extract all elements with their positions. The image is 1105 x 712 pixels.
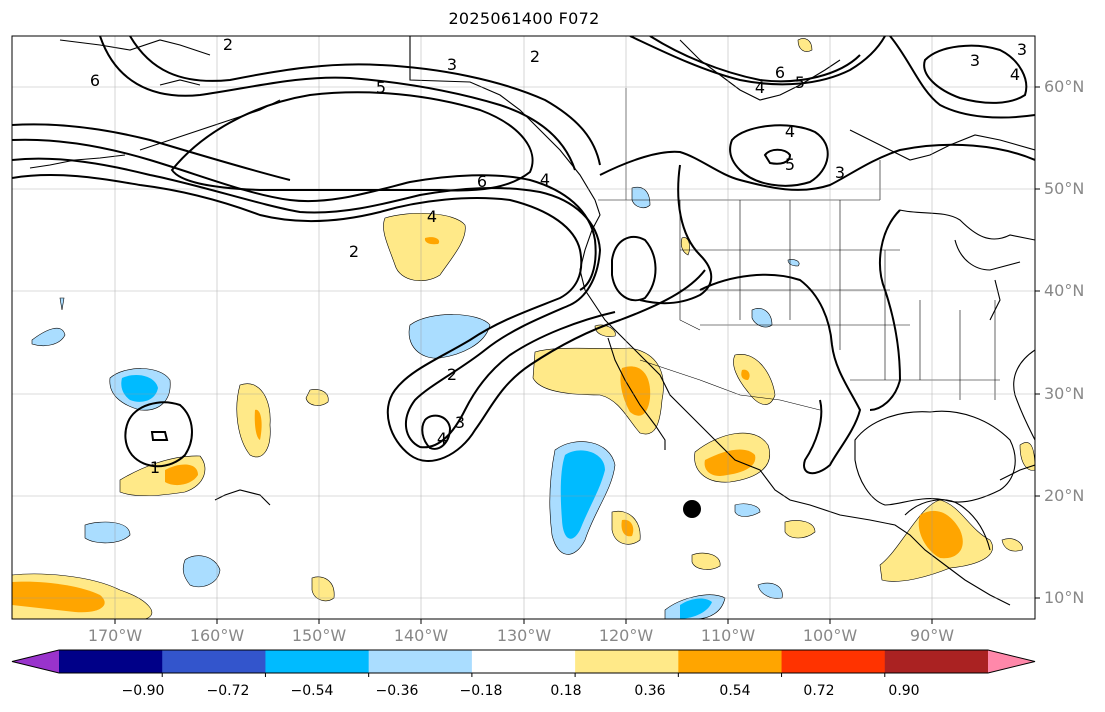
colorbar-segment [884, 650, 989, 673]
storm-center-marker [683, 500, 701, 518]
colorbar-segment [575, 650, 679, 673]
lon-label: 140°W [393, 626, 449, 645]
contour-label: 4 [437, 429, 447, 448]
colorbar-segment [781, 650, 886, 673]
contour-label: 6 [477, 172, 487, 191]
contour-labels: 6 3 2 5 6 4 5 4 5 3 3 4 2 4 6 2 2 4 3 1 … [90, 35, 1027, 477]
lon-label: 130°W [496, 626, 552, 645]
colorbar-tick-label: −0.90 [121, 683, 165, 699]
lon-label: 90°W [909, 626, 955, 645]
contour-label: 4 [540, 170, 550, 189]
contour-label: 5 [785, 155, 795, 174]
positive-anomaly-light [12, 38, 1035, 619]
contour-label: 4 [1010, 65, 1020, 84]
colorbar-extend-high [988, 650, 1035, 673]
lon-label: 160°W [189, 626, 245, 645]
colorbar-tick-label: −0.72 [206, 683, 250, 699]
lat-label: 40°N [1044, 281, 1085, 300]
contour-label: 2 [223, 35, 233, 54]
map-frame [11, 35, 1036, 620]
colorbar-tick-label: 0.18 [550, 683, 582, 699]
colorbar-segment [162, 650, 266, 673]
map-title: 2025061400 F072 [448, 9, 600, 28]
contour-label: 3 [447, 55, 457, 74]
negative-anomaly-medium [121, 375, 712, 619]
contour-label: 6 [775, 63, 785, 82]
colorbar-tick-label: 0.54 [719, 683, 751, 699]
colorbar-segment [471, 650, 576, 673]
contour-label: 6 [90, 71, 100, 90]
lon-label: 100°W [802, 626, 858, 645]
lon-label: 150°W [291, 626, 347, 645]
lon-label: 120°W [598, 626, 654, 645]
positive-anomaly-medium [12, 237, 963, 613]
map-content [12, 36, 1035, 619]
lat-label: 60°N [1044, 77, 1085, 96]
colorbar-segment [368, 650, 473, 673]
lat-label: 10°N [1044, 588, 1085, 607]
colorbar-tick-label: −0.54 [290, 683, 334, 699]
contour-label: 3 [1017, 40, 1027, 59]
contour-label: 3 [455, 413, 465, 432]
colorbar [11, 649, 1036, 677]
lat-label: 20°N [1044, 486, 1085, 505]
colorbar-segment [265, 650, 370, 673]
political-borders [598, 88, 1000, 411]
lat-label: 50°N [1044, 179, 1085, 198]
colorbar-segment [59, 650, 163, 673]
contour-label: 3 [835, 163, 845, 182]
colorbar-outline [11, 649, 1036, 674]
contour-label: 1 [150, 458, 160, 477]
contour-label: 4 [785, 122, 795, 141]
contour-label: 2 [447, 365, 457, 384]
colorbar-extend-low [12, 650, 59, 673]
contour-label: 4 [427, 207, 437, 226]
contour-label: 5 [795, 73, 805, 92]
contour-label: 5 [376, 78, 386, 97]
lon-label: 110°W [700, 626, 756, 645]
colorbar-tick-label: −0.18 [459, 683, 503, 699]
contour-label: 4 [755, 78, 765, 97]
contour-label: 2 [530, 47, 540, 66]
pressure-contours [12, 36, 1035, 475]
grid-lines [12, 36, 1035, 619]
coastlines [29, 36, 1035, 606]
colorbar-tick-label: −0.36 [375, 683, 419, 699]
lon-label: 170°W [87, 626, 143, 645]
lat-label: 30°N [1044, 384, 1085, 403]
axis-ticks [114, 86, 1040, 624]
colorbar-tick-label: 0.90 [888, 683, 920, 699]
contour-label: 3 [970, 51, 980, 70]
colorbar-segment [678, 650, 783, 673]
colorbar-tick-label: 0.72 [803, 683, 835, 699]
contour-label: 2 [349, 242, 359, 261]
colorbar-tick-label: 0.36 [634, 683, 666, 699]
